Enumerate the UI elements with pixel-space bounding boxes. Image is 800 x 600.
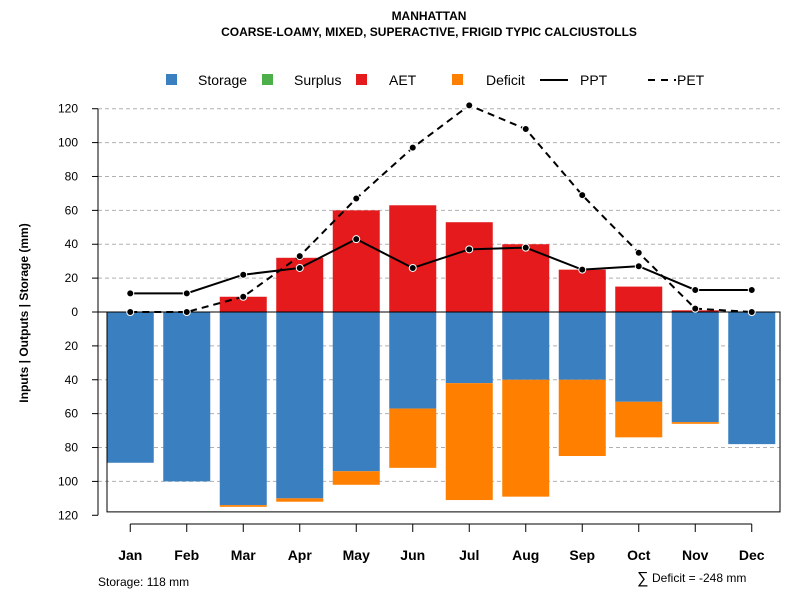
deficit-bar [445, 383, 493, 501]
deficit-bar [276, 498, 324, 502]
y-tick-label: 100 [58, 474, 78, 488]
aet-bar [558, 269, 606, 312]
y-axis-label: Inputs | Outputs | Storage (mm) [17, 223, 31, 402]
storage-bar [615, 312, 663, 402]
ppt-point [634, 262, 643, 271]
storage-bar [332, 312, 380, 472]
x-tick-label: Jan [118, 547, 142, 563]
pet-point [634, 248, 643, 257]
deficit-bar [219, 505, 267, 507]
aet-bar [332, 210, 380, 312]
sum-symbol: ∑ [637, 570, 648, 587]
chart-subtitle: COARSE-LOAMY, MIXED, SUPERACTIVE, FRIGID… [221, 25, 637, 39]
ppt-point [126, 289, 135, 298]
ppt-point [691, 285, 700, 294]
ppt-point [352, 235, 361, 244]
storage-note: Storage: 118 mm [98, 575, 189, 589]
ppt-point [239, 270, 248, 279]
aet-bar [502, 244, 550, 312]
deficit-bar [502, 379, 550, 497]
ppt-point [182, 289, 191, 298]
legend-label-deficit: Deficit [486, 72, 525, 88]
x-tick-label: Aug [512, 547, 539, 563]
pet-point [182, 308, 191, 316]
x-tick-label: Mar [231, 547, 256, 563]
deficit-bar [389, 408, 437, 468]
y-tick-label: 0 [71, 305, 78, 319]
pet-point [691, 304, 700, 313]
lines [126, 101, 756, 316]
y-tick-label: 60 [65, 407, 79, 421]
deficit-note: Deficit = -248 mm [652, 571, 746, 585]
legend-swatch-aet [356, 74, 367, 85]
x-tick-label: Feb [174, 547, 199, 563]
legend-label-storage: Storage [198, 72, 247, 88]
storage-bar [163, 312, 211, 482]
pet-line [130, 104, 752, 313]
y-tick-label: 120 [58, 508, 78, 522]
pet-point [352, 194, 361, 203]
y-tick-label: 20 [65, 271, 79, 285]
ppt-line [130, 238, 752, 295]
axes: 120 100 80 60 40 20 0 20 40 60 80 100 120 Jan Feb Mar Ap… [58, 102, 765, 563]
y-tick-label: 120 [58, 102, 78, 116]
deficit-bar [671, 422, 719, 424]
legend-swatch-storage [166, 74, 177, 85]
pet-point [295, 252, 304, 261]
x-tick-label: Oct [627, 547, 651, 563]
y-tick-label: 60 [65, 203, 79, 217]
aet-bar [389, 205, 437, 312]
legend-swatch-deficit [452, 74, 463, 85]
pet-point [408, 143, 417, 152]
pet-point [465, 101, 474, 110]
x-tick-label: Jul [459, 547, 479, 563]
ppt-point [295, 263, 304, 272]
ppt-point [521, 243, 530, 252]
ppt-point [465, 245, 474, 254]
pet-point [239, 292, 248, 301]
storage-bar [502, 312, 550, 380]
x-tick-label: Sep [569, 547, 595, 563]
legend-label-pet: PET [677, 72, 705, 88]
y-tick-label: 40 [65, 237, 79, 251]
y-tick-label: 80 [65, 169, 79, 183]
storage-bar [445, 312, 493, 384]
pet-point [126, 308, 135, 316]
x-tick-label: May [343, 547, 370, 563]
y-tick-label: 20 [65, 339, 79, 353]
x-tick-label: Dec [739, 547, 765, 563]
aet-bar [445, 222, 493, 312]
storage-bar [728, 312, 776, 445]
x-tick-label: Apr [288, 547, 313, 563]
deficit-bar [332, 471, 380, 485]
y-tick-label: 40 [65, 373, 79, 387]
y-tick-label: 100 [58, 136, 78, 150]
pet-point [747, 308, 756, 316]
ppt-point [747, 285, 756, 294]
legend-label-aet: AET [389, 72, 417, 88]
x-tick-label: Nov [682, 547, 709, 563]
ppt-point [408, 263, 417, 272]
storage-bar [671, 312, 719, 423]
storage-bar [558, 312, 606, 380]
storage-bar [106, 312, 154, 463]
legend-label-ppt: PPT [580, 72, 608, 88]
legend: Storage Surplus AET Deficit PPT PET [166, 72, 705, 88]
x-tick-label: Jun [400, 547, 425, 563]
deficit-bar [615, 401, 663, 438]
ppt-point [578, 265, 587, 274]
storage-bar [219, 312, 267, 506]
storage-bar [389, 312, 437, 409]
storage-bar [276, 312, 324, 499]
aet-bar [615, 286, 663, 312]
pet-point [578, 191, 587, 200]
bars [98, 205, 781, 513]
deficit-bar [558, 379, 606, 456]
legend-swatch-surplus [262, 74, 273, 85]
y-tick-label: 80 [65, 441, 79, 455]
chart-title: MANHATTAN [392, 9, 467, 23]
pet-point [521, 125, 530, 134]
legend-label-surplus: Surplus [294, 72, 341, 88]
